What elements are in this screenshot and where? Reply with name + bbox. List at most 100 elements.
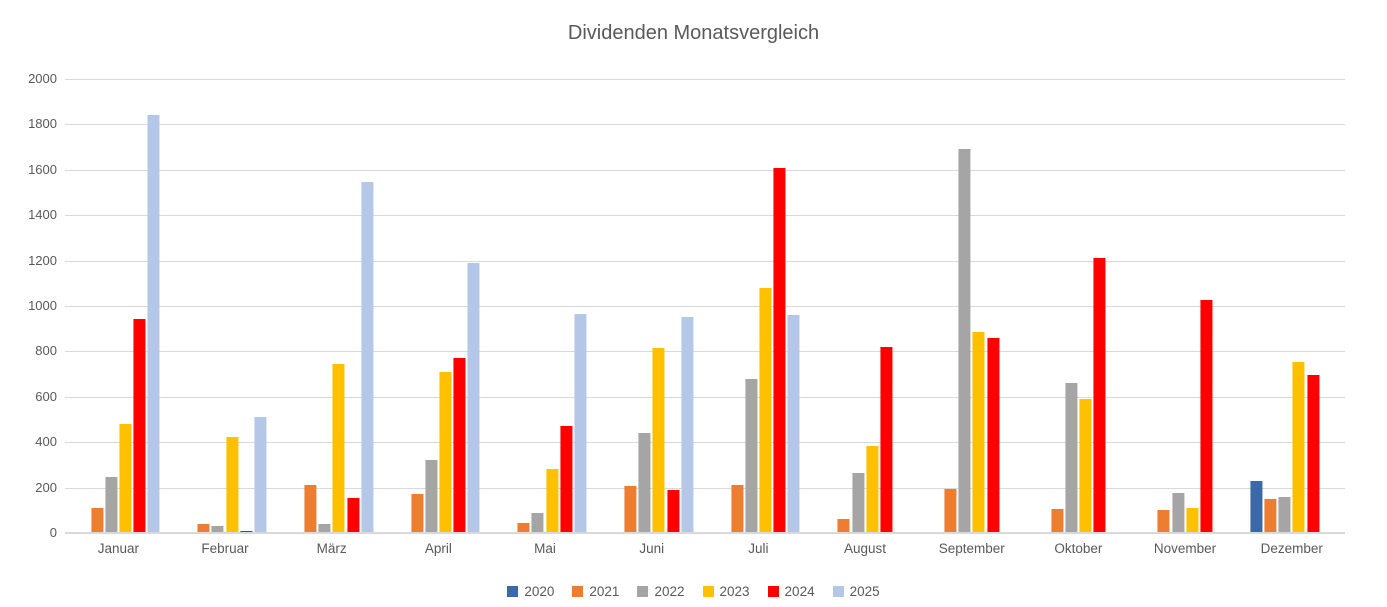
bar-slot-2023 [972, 79, 986, 533]
bar-2024-juli [773, 167, 786, 533]
bar-slot-2024 [133, 79, 147, 533]
bar-slot-2023 [118, 79, 132, 533]
gridline-1200 [65, 260, 1345, 262]
bar-cluster [609, 79, 694, 533]
bar-2021-august [837, 519, 850, 533]
bar-slot-2021 [1263, 79, 1277, 533]
bar-cluster [716, 79, 801, 533]
bar-cluster [1249, 79, 1334, 533]
bar-cluster [1142, 79, 1227, 533]
gridline-1600 [65, 169, 1345, 171]
bar-2024-september [986, 337, 999, 533]
bar-slot-2022 [851, 79, 865, 533]
bar-2023-juni [652, 348, 665, 533]
bar-slot-2021 [943, 79, 957, 533]
bar-slot-2025 [1000, 79, 1014, 533]
bar-2022-november [1171, 493, 1184, 533]
bar-slot-2021 [623, 79, 637, 533]
y-axis-tick-label: 1600 [28, 161, 57, 177]
bar-slot-2020 [396, 79, 410, 533]
bar-slot-2022 [1171, 79, 1185, 533]
y-axis-tick-label: 200 [35, 479, 57, 495]
gridline-600 [65, 396, 1345, 398]
month-group-januar: Januar [65, 79, 172, 556]
bar-slot-2025 [573, 79, 587, 533]
bar-2022-oktober [1065, 383, 1078, 533]
bar-slot-2021 [730, 79, 744, 533]
bar-slot-2020 [182, 79, 196, 533]
bar-slot-2021 [1050, 79, 1064, 533]
month-group-april: April [385, 79, 492, 556]
gridline-200 [65, 487, 1345, 489]
y-axis-tick-label: 1200 [28, 252, 57, 268]
bar-slot-2022 [1278, 79, 1292, 533]
legend-swatch-icon [702, 586, 714, 597]
bar-slot-2024 [346, 79, 360, 533]
legend-label: 2025 [849, 584, 880, 599]
bar-2023-april [439, 371, 452, 533]
bar-2021-november [1157, 510, 1170, 533]
bar-2023-februar [226, 436, 239, 533]
x-axis-label-juni: Juni [639, 541, 665, 556]
y-axis-tick-label: 2000 [28, 71, 57, 86]
bar-2024-oktober [1093, 258, 1106, 533]
gridline-800 [65, 351, 1345, 353]
legend-item-2020: 2020 [507, 584, 554, 599]
bar-2023-november [1186, 508, 1199, 533]
legend-item-2024: 2024 [767, 584, 815, 599]
bar-2021-februar [197, 523, 210, 533]
month-group-mrz: März [278, 79, 385, 556]
y-axis-tick-label: 800 [35, 343, 57, 359]
month-group-august: August [812, 79, 919, 556]
legend-item-2023: 2023 [702, 584, 750, 599]
bar-2021-dezember [1264, 498, 1277, 533]
bar-2025-juli [787, 315, 800, 533]
legend: 2020 2021 2022 2023 2024 2025 [0, 584, 1387, 599]
bar-2024-januar [133, 318, 146, 533]
x-axis-label-dezember: Dezember [1260, 541, 1323, 556]
bar-2024-juni [666, 489, 679, 533]
bar-slot-2020 [1249, 79, 1263, 533]
bar-2024-november [1200, 300, 1213, 533]
bar-slot-2025 [1107, 79, 1121, 533]
bar-2022-mrz [318, 523, 331, 533]
bar-cluster [289, 79, 374, 533]
bar-2024-mrz [346, 497, 359, 533]
legend-item-2022: 2022 [637, 584, 685, 599]
bar-slot-2023 [652, 79, 666, 533]
bar-slot-2024 [453, 79, 467, 533]
bar-slot-2025 [253, 79, 267, 533]
bar-slot-2020 [502, 79, 516, 533]
bar-2021-oktober [1051, 509, 1064, 533]
bar-slot-2025 [1213, 79, 1227, 533]
bar-2024-mai [560, 426, 573, 533]
bar-slot-2023 [1185, 79, 1199, 533]
bar-2021-januar [91, 508, 104, 533]
bar-2024-dezember [1307, 375, 1319, 533]
bar-slot-2022 [211, 79, 225, 533]
bar-slot-2021 [517, 79, 531, 533]
bar-slot-2024 [986, 79, 1000, 533]
bar-2021-mrz [304, 485, 317, 533]
bar-cluster [502, 79, 587, 533]
bar-slot-2023 [865, 79, 879, 533]
bar-slot-2024 [1306, 79, 1320, 533]
month-group-oktober: Oktober [1025, 79, 1132, 556]
legend-swatch-icon [767, 586, 779, 597]
bar-2025-februar [254, 417, 267, 533]
bar-slot-2024 [559, 79, 573, 533]
bar-slot-2020 [609, 79, 623, 533]
month-group-juli: Juli [705, 79, 812, 556]
bar-2020-dezember [1250, 480, 1263, 533]
bar-2025-mrz [361, 182, 374, 533]
bar-slot-2022 [1064, 79, 1078, 533]
bar-2022-mai [531, 512, 544, 533]
bar-slot-2020 [289, 79, 303, 533]
bar-slot-2020 [76, 79, 90, 533]
y-axis-tick-label: 1800 [28, 116, 57, 132]
x-axis-label-oktober: Oktober [1054, 541, 1103, 556]
legend-label: 2021 [589, 584, 620, 599]
bar-slot-2022 [104, 79, 118, 533]
bar-slot-2025 [467, 79, 481, 533]
